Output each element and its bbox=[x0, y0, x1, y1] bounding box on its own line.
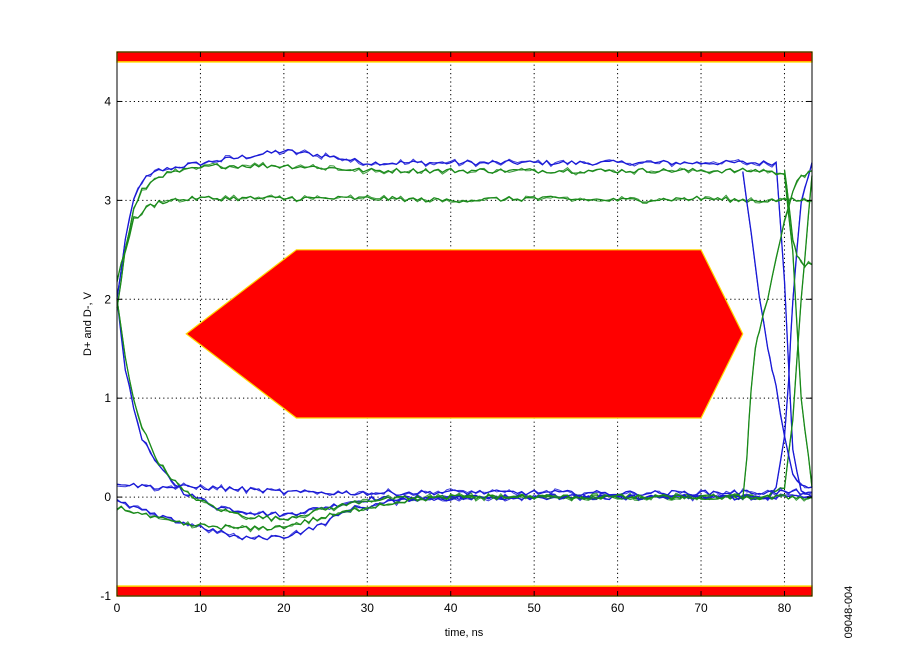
figure-id: 09048-004 bbox=[843, 586, 855, 639]
mask-hexagon bbox=[185, 249, 744, 419]
x-tick-label-2: 20 bbox=[277, 601, 291, 615]
mask-upper-band bbox=[116, 51, 813, 63]
trace-9 bbox=[116, 494, 813, 531]
trace-0-overlay bbox=[116, 149, 813, 496]
trace-7-overlay bbox=[742, 172, 813, 489]
x-tick-label-6: 60 bbox=[611, 601, 625, 615]
plot-frame bbox=[116, 51, 813, 597]
trace-5-overlay bbox=[116, 492, 813, 541]
y-tick-label-5: 4 bbox=[104, 94, 111, 108]
trace-2-overlay bbox=[116, 161, 813, 489]
x-tick-label-7: 70 bbox=[694, 601, 708, 615]
y-tick-label-2: 1 bbox=[104, 391, 111, 405]
y-tick-label-0: -1 bbox=[100, 589, 111, 603]
x-tick-label-8: 80 bbox=[778, 601, 792, 615]
trace-10-overlay bbox=[784, 171, 813, 269]
trace-9-overlay bbox=[116, 492, 813, 533]
trace-8-overlay bbox=[742, 170, 812, 501]
trace-4-overlay bbox=[116, 194, 812, 283]
x-tick-label-0: 0 bbox=[114, 601, 121, 615]
x-tick-label-3: 30 bbox=[361, 601, 375, 615]
x-tick-label-4: 40 bbox=[444, 601, 458, 615]
y-tick-label-1: 0 bbox=[104, 490, 111, 504]
trace-6-overlay bbox=[116, 482, 813, 498]
mask-lower-band bbox=[116, 585, 813, 597]
x-tick-label-5: 50 bbox=[527, 601, 541, 615]
y-tick-label-3: 2 bbox=[104, 292, 111, 306]
x-axis-label: time, ns bbox=[445, 627, 484, 639]
y-axis-label: D+ and D-, V bbox=[82, 291, 94, 356]
x-tick-label-1: 10 bbox=[194, 601, 208, 615]
signal-traces bbox=[116, 148, 813, 541]
y-tick-label-4: 3 bbox=[104, 193, 111, 207]
